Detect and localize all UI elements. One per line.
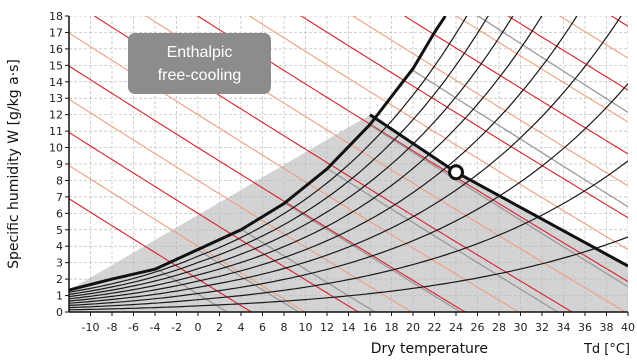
wet-bulb-lines <box>154 16 628 312</box>
enthalpy-line <box>69 165 306 312</box>
wet-bulb-line <box>412 69 628 208</box>
rh-curve <box>69 16 514 298</box>
rh-curve <box>69 16 543 300</box>
enthalpy-line <box>558 16 628 59</box>
enthalpy-line <box>610 16 628 27</box>
x-tick-label: 4 <box>238 321 245 334</box>
x-tick-label: 34 <box>557 321 571 334</box>
y-tick-label: 8 <box>56 174 63 187</box>
enthalpy-line <box>403 16 628 155</box>
x-tick-label: 22 <box>428 321 442 334</box>
y-tick-label: 11 <box>49 125 63 138</box>
x-tick-label: 28 <box>492 321 506 334</box>
wet-bulb-line <box>283 202 462 312</box>
x-tick-label: 12 <box>320 321 334 334</box>
rh-curve <box>69 16 468 293</box>
y-tick-label: 18 <box>49 10 63 23</box>
y-tick-label: 4 <box>56 240 63 253</box>
annotation-line-1: Enthalpic <box>167 44 233 61</box>
y-tick-label: 5 <box>56 224 63 237</box>
x-axis-title: Dry temperature <box>371 341 488 357</box>
x-tick-labels: -10 -8 -6 -4 -2 0 2 4 6 8 10 12 14 16 18 20 22 24 26 28 30 32… <box>82 312 635 334</box>
y-axis-title: Specific humidity W [g/kg a·s] <box>6 59 22 269</box>
saturation-curve <box>69 16 447 292</box>
x-tick-label: 36 <box>578 321 592 334</box>
y-tick-label: 14 <box>49 76 63 89</box>
enthalpy-line <box>69 198 253 312</box>
wet-bulb-line <box>369 124 628 288</box>
x-tick-label: 16 <box>363 321 377 334</box>
x-tick-label: 18 <box>385 321 399 334</box>
x-tick-label: -6 <box>128 321 139 334</box>
enthalpy-line <box>455 16 628 123</box>
wet-bulb-line <box>476 16 628 114</box>
rh-curve <box>69 83 628 306</box>
x-tick-label: 8 <box>281 321 288 334</box>
y-tick-label: 15 <box>49 59 63 72</box>
x-tick-label: 14 <box>342 321 356 334</box>
rh-curve <box>69 16 622 304</box>
enthalpy-line <box>248 16 628 251</box>
wet-bulb-line <box>197 249 301 312</box>
y-tick-label: 2 <box>56 273 63 286</box>
relative-humidity-curves <box>69 16 628 311</box>
y-tick-label: 12 <box>49 109 63 122</box>
x-tick-label: -8 <box>107 321 118 334</box>
rh-curve <box>69 16 578 302</box>
wet-bulb-line <box>240 228 376 312</box>
x-tick-label: 26 <box>471 321 485 334</box>
x-tick-label: 30 <box>514 321 528 334</box>
enthalpy-line <box>69 65 467 312</box>
x-tick-label: 10 <box>299 321 313 334</box>
y-tick-label: 6 <box>56 207 63 220</box>
wet-bulb-line <box>326 167 559 312</box>
enthalpy-line <box>351 16 628 187</box>
y-tick-label: 16 <box>49 43 63 56</box>
x-tick-label: 24 <box>449 321 463 334</box>
y-tick-label: 17 <box>49 26 63 39</box>
y-tick-label: 3 <box>56 257 63 270</box>
x-tick-label: -10 <box>82 321 100 334</box>
y-tick-label: 7 <box>56 191 63 204</box>
wet-bulb-line <box>154 267 229 312</box>
annotation-badge-box <box>128 33 271 94</box>
x-tick-label: -2 <box>171 321 182 334</box>
rh-curve <box>69 160 628 309</box>
y-tick-label: 10 <box>49 142 63 155</box>
y-tick-label: 0 <box>56 306 63 319</box>
annotation-line-2: free-cooling <box>158 67 242 84</box>
x-axis-unit: Td [°C] <box>583 342 630 357</box>
x-tick-label: 40 <box>621 321 635 334</box>
x-tick-label: 2 <box>216 321 223 334</box>
enthalpy-line <box>507 16 628 91</box>
enthalpy-line <box>300 16 628 219</box>
rh-curve <box>69 236 628 311</box>
y-tick-label: 13 <box>49 92 63 105</box>
enthalpy-line <box>69 98 413 312</box>
x-tick-label: 0 <box>195 321 202 334</box>
annotation-badge: Enthalpic free-cooling <box>128 33 271 94</box>
x-tick-label: 38 <box>600 321 614 334</box>
x-tick-label: 6 <box>259 321 266 334</box>
rh-curve <box>69 16 489 296</box>
x-tick-label: -4 <box>150 321 161 334</box>
state-point-marker <box>448 164 464 181</box>
y-tick-label: 1 <box>56 290 63 303</box>
y-tick-label: 9 <box>56 158 63 171</box>
x-tick-label: 32 <box>535 321 549 334</box>
x-tick-label: 20 <box>406 321 420 334</box>
